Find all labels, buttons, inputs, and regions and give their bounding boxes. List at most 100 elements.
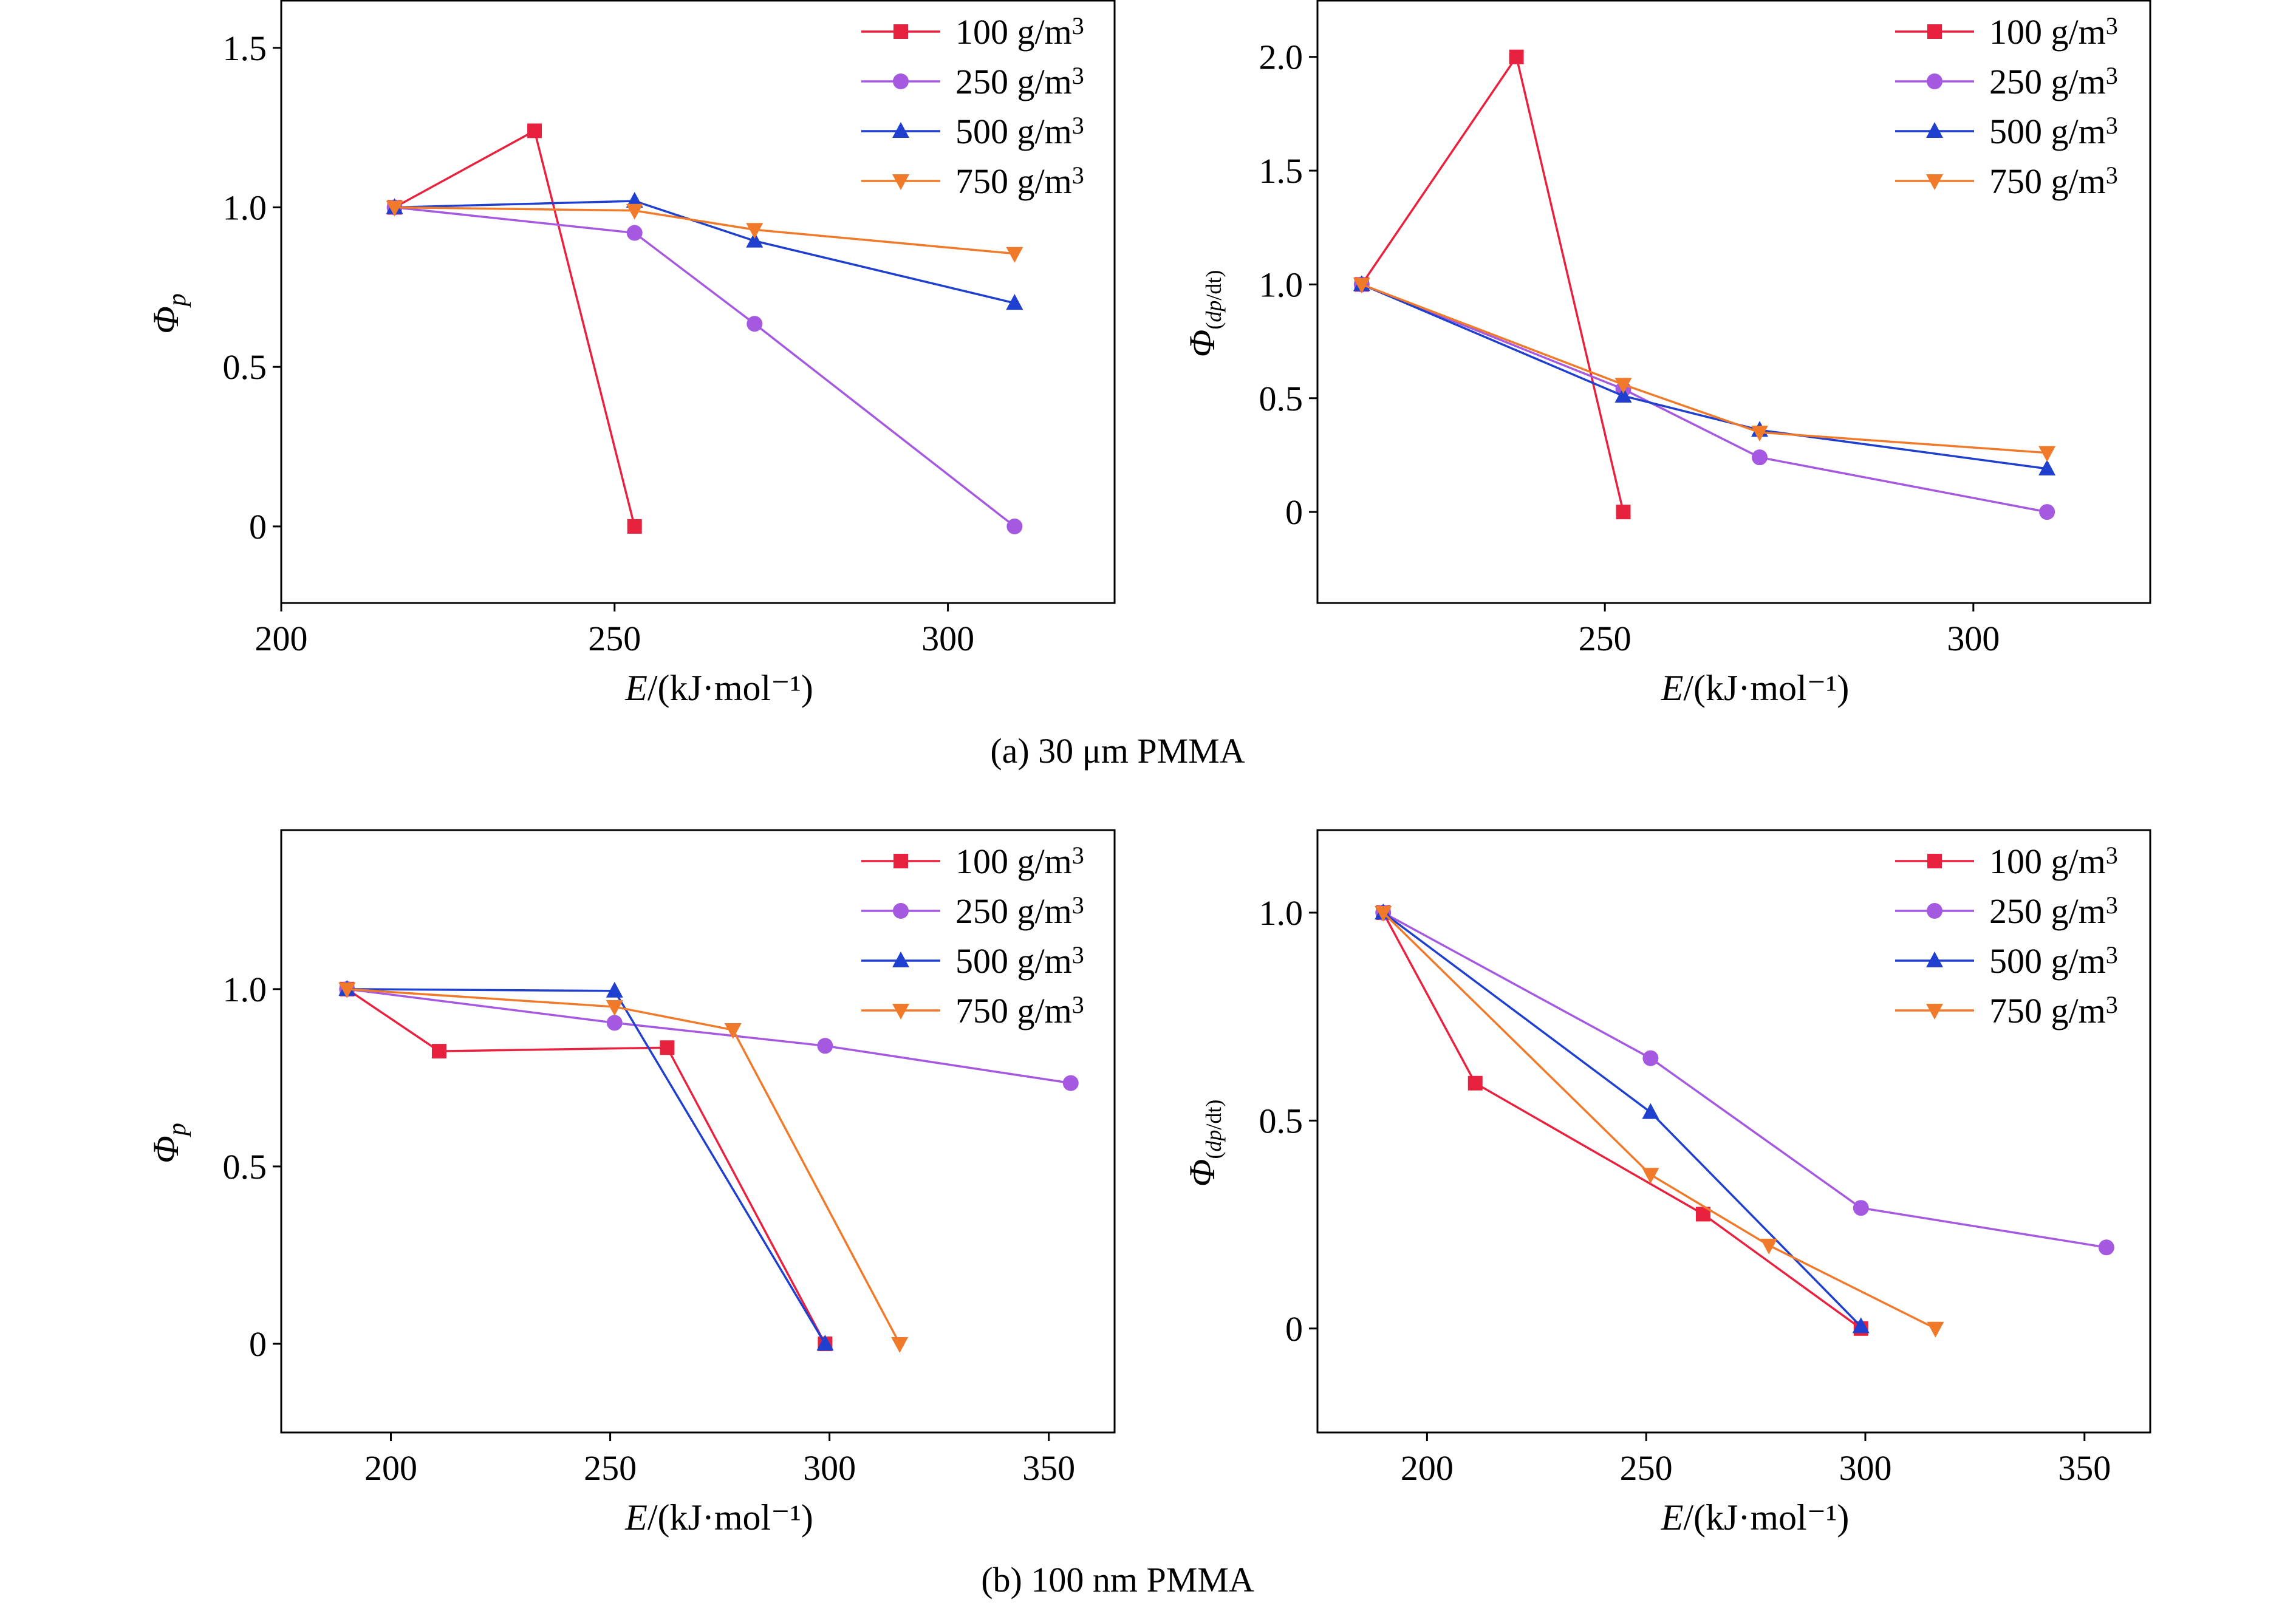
data-point (746, 231, 764, 248)
legend-marker (893, 73, 909, 89)
series-7503-gm3 (338, 982, 909, 1353)
x-tick-label: 300 (803, 1448, 856, 1488)
data-point (1616, 505, 1631, 520)
plot-frame (280, 829, 1116, 1434)
y-tick-label: 0 (249, 507, 267, 547)
data-point (338, 982, 356, 998)
data-point (2098, 1239, 2114, 1256)
data-point (626, 225, 643, 241)
data-point (660, 1040, 675, 1055)
x-tick-label: 250 (1620, 1448, 1673, 1488)
data-point (1614, 378, 1632, 394)
legend-label: 750 g/m3 (955, 991, 1084, 1030)
legend-label: 500 g/m3 (1989, 941, 2118, 981)
series-7503-gm3 (1353, 278, 2056, 462)
series-2503-gm3 (1353, 276, 2055, 520)
data-point (817, 1038, 833, 1054)
x-tick-label: 350 (2058, 1448, 2111, 1488)
legend-marker (893, 854, 908, 868)
x-tick-label: 250 (588, 619, 641, 658)
y-tick-label: 0.5 (1259, 1101, 1303, 1140)
data-point (891, 1337, 909, 1353)
data-point (431, 1044, 446, 1059)
x-axis-label: E/(kJ·mol⁻¹) (624, 1497, 813, 1538)
legend-label: 250 g/m3 (955, 62, 1084, 101)
data-point (606, 1000, 623, 1017)
legend-label: 500 g/m3 (1989, 112, 2118, 151)
data-point (1467, 1075, 1483, 1091)
legend-marker (893, 24, 908, 39)
legend-marker (1927, 903, 1942, 919)
x-tick-label: 250 (1579, 619, 1631, 658)
series-line (1382, 911, 1862, 1327)
data-point (724, 1023, 742, 1040)
series-2503-gm3 (1375, 904, 2114, 1256)
data-point (527, 123, 542, 138)
x-tick-label: 200 (255, 619, 308, 658)
legend: 100 g/m3 250 g/m3 500 g/m3 750 g/m3 (1895, 842, 2118, 1030)
legend-marker (893, 903, 909, 919)
x-tick-label: 200 (364, 1448, 417, 1488)
series-line (1361, 283, 2048, 470)
x-tick-label: 300 (1947, 619, 2000, 658)
data-point (1751, 449, 1768, 466)
panel-a-right: 250 300 0 0.5 1.0 1.5 2.0 E/(kJ·mol⁻¹) Φ(dp/dt) 1… (1182, 0, 2151, 708)
panel-b-left: 200 250 300 350 0 0.5 1.0 E/(kJ·mol⁻¹) Φp 100 g/m… (146, 829, 1116, 1538)
series-line (347, 988, 826, 1344)
legend-marker (1926, 174, 1943, 190)
data-point (1006, 294, 1023, 310)
series-line (1361, 283, 2048, 454)
legend-label: 250 g/m3 (955, 891, 1084, 931)
legend-marker (1927, 24, 1942, 39)
legend-label: 100 g/m3 (1989, 842, 2118, 881)
legend-label: 100 g/m3 (1989, 12, 2118, 52)
series-line (1361, 54, 1625, 513)
y-tick-label: 0 (1285, 1309, 1303, 1349)
legend-marker (1927, 854, 1942, 868)
legend-label: 750 g/m3 (1989, 991, 2118, 1030)
legend: 100 g/m3 250 g/m3 500 g/m3 750 g/m3 (861, 842, 1084, 1030)
legend-marker (892, 122, 909, 138)
data-point (606, 1015, 623, 1031)
legend-marker (1926, 952, 1943, 967)
panel-a-left: 200 250 300 0 0.5 1.0 1.5 E/(kJ·mol⁻¹) Φp 100 g/m… (146, 0, 1116, 708)
legend-marker (892, 952, 909, 967)
legend-marker (1927, 73, 1942, 89)
x-axis-label: E/(kJ·mol⁻¹) (624, 668, 813, 708)
legend-label: 100 g/m3 (955, 842, 1084, 881)
legend: 100 g/m3 250 g/m3 500 g/m3 750 g/m3 (861, 12, 1084, 201)
data-point (1375, 905, 1392, 922)
series-line (347, 988, 1071, 1085)
data-point (1760, 1238, 1778, 1255)
series-5003-gm3 (338, 979, 834, 1350)
data-point (626, 192, 643, 208)
y-tick-label: 1.0 (1259, 265, 1303, 304)
legend-label: 750 g/m3 (1989, 162, 2118, 201)
legend-label: 250 g/m3 (1989, 891, 2118, 931)
legend-label: 250 g/m3 (1989, 62, 2118, 101)
y-tick-label: 0 (1285, 492, 1303, 532)
data-point (2038, 459, 2056, 475)
data-point (1642, 1103, 1659, 1119)
legend-label: 100 g/m3 (955, 12, 1084, 52)
series-line (1382, 911, 1936, 1330)
y-axis-label: Φ(dp/dt) (1182, 270, 1226, 358)
data-point (747, 316, 763, 332)
plot-frame (1316, 829, 2151, 1434)
series-line (1382, 911, 2107, 1248)
legend-label: 500 g/m3 (955, 941, 1084, 981)
y-tick-label: 1.5 (1259, 151, 1303, 191)
series-1003-gm3 (340, 981, 833, 1351)
x-tick-label: 300 (1839, 1448, 1891, 1488)
y-tick-label: 0.5 (223, 347, 267, 387)
panel-b-right: 200 250 300 350 0 0.5 1.0 E/(kJ·mol⁻¹) Φ(dp/dt) 1… (1182, 829, 2151, 1538)
legend-label: 750 g/m3 (955, 162, 1084, 201)
data-point (386, 200, 403, 217)
legend-marker (1926, 122, 1943, 138)
plot-frame (1316, 0, 2151, 604)
legend-marker (892, 174, 909, 190)
series-line (347, 988, 901, 1344)
y-tick-label: 1.0 (1259, 893, 1303, 933)
series-line (394, 206, 1016, 528)
